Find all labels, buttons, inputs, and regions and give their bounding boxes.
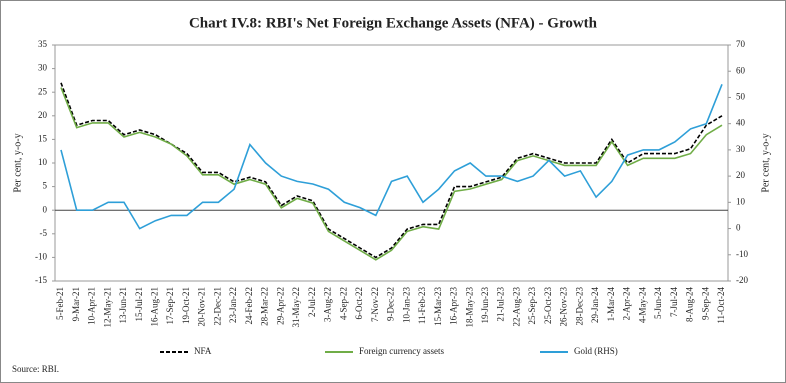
series-line [60,84,723,230]
x-tick-label: 2-Jul-22 [307,287,317,317]
x-tick-label: 19-Jun-23 [480,287,490,324]
x-tick-label: 9-Sep-24 [700,287,710,320]
x-tick-label: 10-Apr-21 [87,287,97,325]
y-tick-label: 15 [38,133,48,143]
y-tick-label: 5 [43,181,48,191]
x-tick-label: 21-Jul-23 [496,287,506,322]
x-tick-label: 5-Jun-24 [653,287,663,319]
y-tick-label: -15 [35,275,47,285]
x-tick-label: 9-Dec-22 [386,287,396,321]
legend-label: Foreign currency assets [359,346,444,356]
x-tick-label: 31-May-22 [291,287,301,328]
y2-tick-label: 0 [736,223,741,233]
y2-tick-label: -20 [736,275,748,285]
y-tick-label: 10 [38,157,48,167]
x-tick-label: 16-Apr-23 [449,287,459,325]
y-axis-title: Per cent, y-o-y [12,133,23,192]
y-tick-label: 20 [38,110,48,120]
x-tick-label: 6-Oct-22 [354,287,364,320]
x-tick-label: 28-Dec-23 [574,287,584,326]
y2-tick-label: 10 [736,196,746,206]
series-line [60,82,723,259]
y-tick-label: -10 [35,251,47,261]
y-tick-label: -5 [40,228,48,238]
x-tick-label: 17-Sep-21 [165,287,175,325]
x-tick-label: 26-Nov-23 [559,287,569,327]
x-tick-label: 1-Mar-24 [606,287,616,322]
x-tick-label: 24-Feb-22 [244,287,254,325]
x-tick-label: 29-Jan-24 [590,287,600,323]
legend-label: NFA [194,346,212,356]
x-tick-label: 10-Jan-23 [401,287,411,323]
x-tick-label: 15-Mar-23 [433,287,443,326]
x-tick-label: 5-Feb-21 [55,287,65,320]
x-tick-label: 29-Apr-22 [275,287,285,325]
series-line [60,87,723,261]
x-tick-label: 8-Aug-24 [685,287,695,322]
y2-tick-label: 20 [736,170,746,180]
x-tick-label: 2-Apr-24 [622,287,632,321]
x-tick-label: 16-Aug-21 [149,287,159,327]
x-tick-label: 12-May-21 [102,287,112,328]
y-tick-label: 35 [38,39,48,49]
x-tick-label: 22-Dec-21 [212,287,222,325]
x-tick-label: 4-Sep-22 [338,287,348,320]
y-tick-label: 30 [38,63,48,73]
y-tick-label: 0 [43,204,48,214]
x-tick-label: 20-Nov-21 [197,287,207,327]
y2-tick-label: 30 [736,144,746,154]
y2-tick-label: 50 [736,92,746,102]
x-tick-label: 25-Sep-23 [527,287,537,325]
x-tick-label: 11-Feb-23 [417,287,427,325]
x-tick-label: 15-Jul-21 [134,287,144,322]
x-tick-label: 22-Aug-23 [511,287,521,327]
x-tick-label: 4-May-24 [637,287,647,323]
source: Source: RBI. [12,364,59,374]
chart-title: Chart IV.8: RBI's Net Foreign Exchange A… [189,15,598,31]
x-tick-label: 28-Mar-22 [260,287,270,326]
x-tick-label: 3-Aug-22 [323,287,333,322]
x-tick-label: 23-Jan-22 [228,287,238,323]
x-tick-label: 7-Nov-22 [370,287,380,322]
x-tick-label: 13-Jun-21 [118,287,128,324]
y2-tick-label: 70 [736,39,746,49]
x-tick-label: 19-Oct-21 [181,287,191,324]
x-tick-label: 25-Oct-23 [543,287,553,324]
y2-tick-label: -10 [736,249,748,259]
legend-label: Gold (RHS) [574,346,618,356]
x-tick-label: 7-Jul-24 [669,287,679,317]
y2-axis-title: Per cent, y-o-y [760,133,771,192]
y2-tick-label: 60 [736,65,746,75]
plot-area [54,44,729,282]
x-tick-label: 9-Mar-21 [71,287,81,321]
x-tick-label: 11-Oct-24 [716,287,726,324]
y-tick-label: 25 [38,86,48,96]
y2-tick-label: 40 [736,118,746,128]
x-tick-label: 18-May-23 [464,287,474,328]
